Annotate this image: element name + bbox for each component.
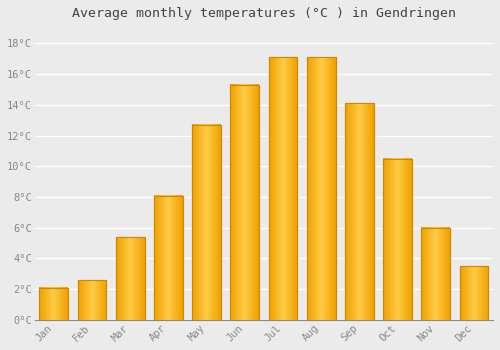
- Bar: [460, 266, 488, 320]
- Bar: [345, 103, 374, 320]
- Bar: [230, 85, 259, 320]
- Bar: [383, 159, 412, 320]
- Bar: [307, 57, 336, 320]
- Bar: [307, 57, 336, 320]
- Bar: [78, 280, 106, 320]
- Bar: [40, 288, 68, 320]
- Bar: [345, 103, 374, 320]
- Bar: [268, 57, 298, 320]
- Bar: [154, 196, 182, 320]
- Bar: [422, 228, 450, 320]
- Bar: [192, 125, 221, 320]
- Bar: [40, 288, 68, 320]
- Bar: [154, 196, 182, 320]
- Bar: [230, 85, 259, 320]
- Bar: [192, 125, 221, 320]
- Bar: [78, 280, 106, 320]
- Bar: [116, 237, 144, 320]
- Bar: [116, 237, 144, 320]
- Bar: [383, 159, 412, 320]
- Bar: [268, 57, 298, 320]
- Bar: [460, 266, 488, 320]
- Bar: [422, 228, 450, 320]
- Title: Average monthly temperatures (°C ) in Gendringen: Average monthly temperatures (°C ) in Ge…: [72, 7, 456, 20]
